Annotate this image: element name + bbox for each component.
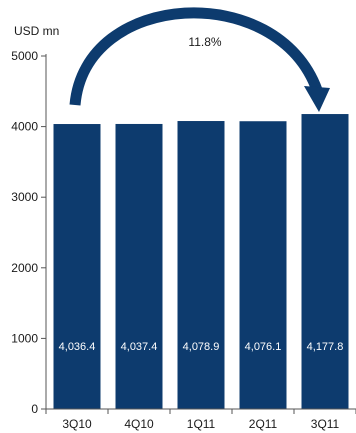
bar-value-label: 4,076.1 bbox=[245, 341, 282, 353]
growth-annotation: 11.8% bbox=[188, 35, 221, 49]
bar-4Q10 bbox=[115, 123, 163, 409]
y-tick-label: 3000 bbox=[11, 190, 38, 204]
y-tick-label: 4000 bbox=[11, 120, 38, 134]
x-tick-label: 4Q10 bbox=[124, 417, 154, 431]
y-tick-label: 0 bbox=[31, 402, 38, 416]
axes-group: 0 1000 2000 3000 4000 5000 3Q10 4Q10 1Q11 2Q11 3Q1… bbox=[11, 49, 356, 431]
y-tick-label: 2000 bbox=[11, 261, 38, 275]
bars-group: 4,036.4 4,037.4 4,078.9 4,076.1 4,177.8 bbox=[53, 114, 349, 410]
x-tick-label: 3Q11 bbox=[311, 417, 340, 431]
growth-arrow-group bbox=[69, 7, 330, 112]
bar-value-label: 4,078.9 bbox=[183, 341, 220, 353]
y-tick-label: 1000 bbox=[11, 331, 38, 345]
growth-arrow-arc bbox=[69, 7, 323, 106]
x-tick-label: 3Q10 bbox=[62, 417, 92, 431]
y-tick-label: 5000 bbox=[11, 49, 38, 63]
bar-value-label: 4,036.4 bbox=[59, 341, 96, 353]
bar-3Q11 bbox=[301, 114, 349, 410]
growth-arrow-head bbox=[304, 86, 330, 112]
bar-3Q10 bbox=[53, 124, 101, 410]
bar-2Q11 bbox=[239, 121, 287, 409]
bar-1Q11 bbox=[177, 121, 225, 409]
bar-value-label: 4,177.8 bbox=[307, 341, 344, 353]
x-tick-label: 2Q11 bbox=[249, 417, 278, 431]
x-tick-label: 1Q11 bbox=[187, 417, 216, 431]
y-axis-unit-label: USD mn bbox=[14, 24, 60, 38]
bar-value-label: 4,037.4 bbox=[121, 341, 158, 353]
